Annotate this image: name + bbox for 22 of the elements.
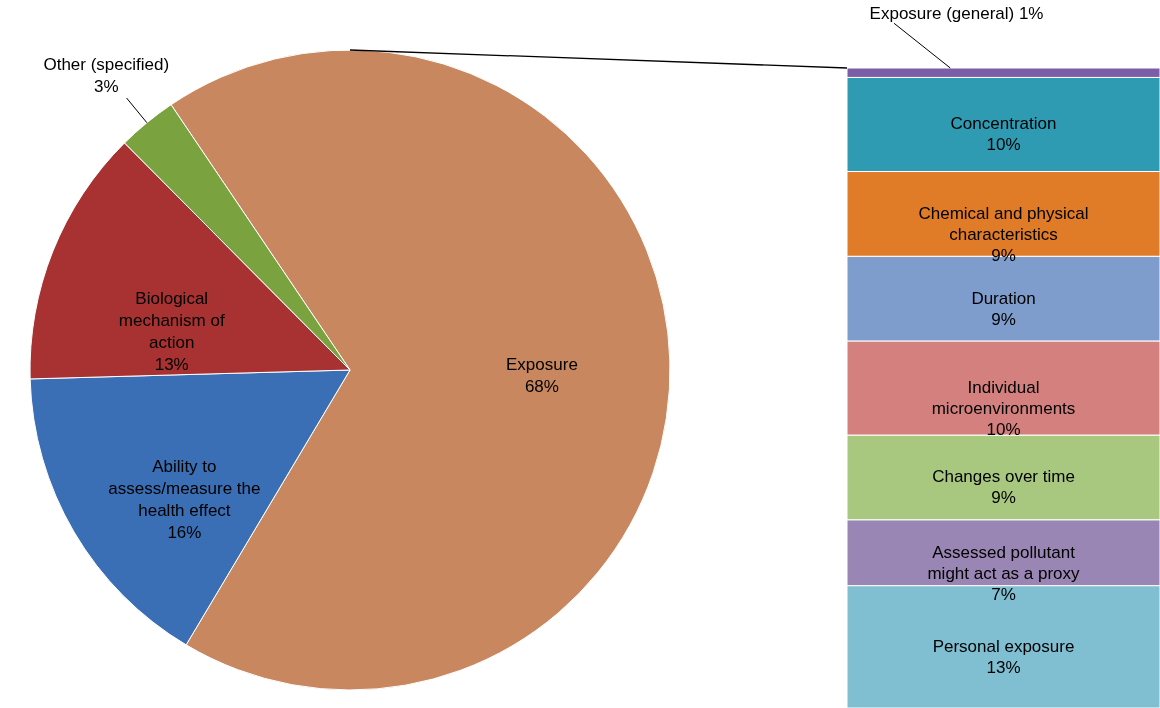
data-label: 7% (991, 584, 1016, 604)
series-label: Duration (971, 288, 1036, 308)
series-label: Concentration (950, 114, 1057, 134)
slice-label: Ability to assess/measure the health effect (108, 457, 261, 521)
series-label: Personal exposure (932, 636, 1075, 656)
series-label: Changes over time (932, 467, 1075, 487)
data-label: 3% (93, 77, 119, 97)
data-label: 13% (154, 354, 189, 374)
data-label: 10% (986, 135, 1021, 155)
data-label: 9% (991, 488, 1016, 508)
text: Exposure (general) 1% (869, 3, 1044, 23)
data-label: 13% (986, 657, 1021, 677)
slice-label: Biological mechanism of action (118, 288, 225, 352)
data-label: 9% (991, 309, 1016, 329)
data-label: 16% (167, 523, 202, 543)
series-label: Individual microenvironments (931, 378, 1076, 418)
slice-label: Other (specified) (43, 55, 170, 75)
data-label: 10% (986, 420, 1021, 439)
series-label: Assessed pollutant might act as a proxy (927, 542, 1081, 583)
data-label: 68% (524, 376, 559, 396)
series-label: Chemical and physical characteristics (918, 203, 1089, 244)
slice-label: Exposure (506, 354, 578, 374)
